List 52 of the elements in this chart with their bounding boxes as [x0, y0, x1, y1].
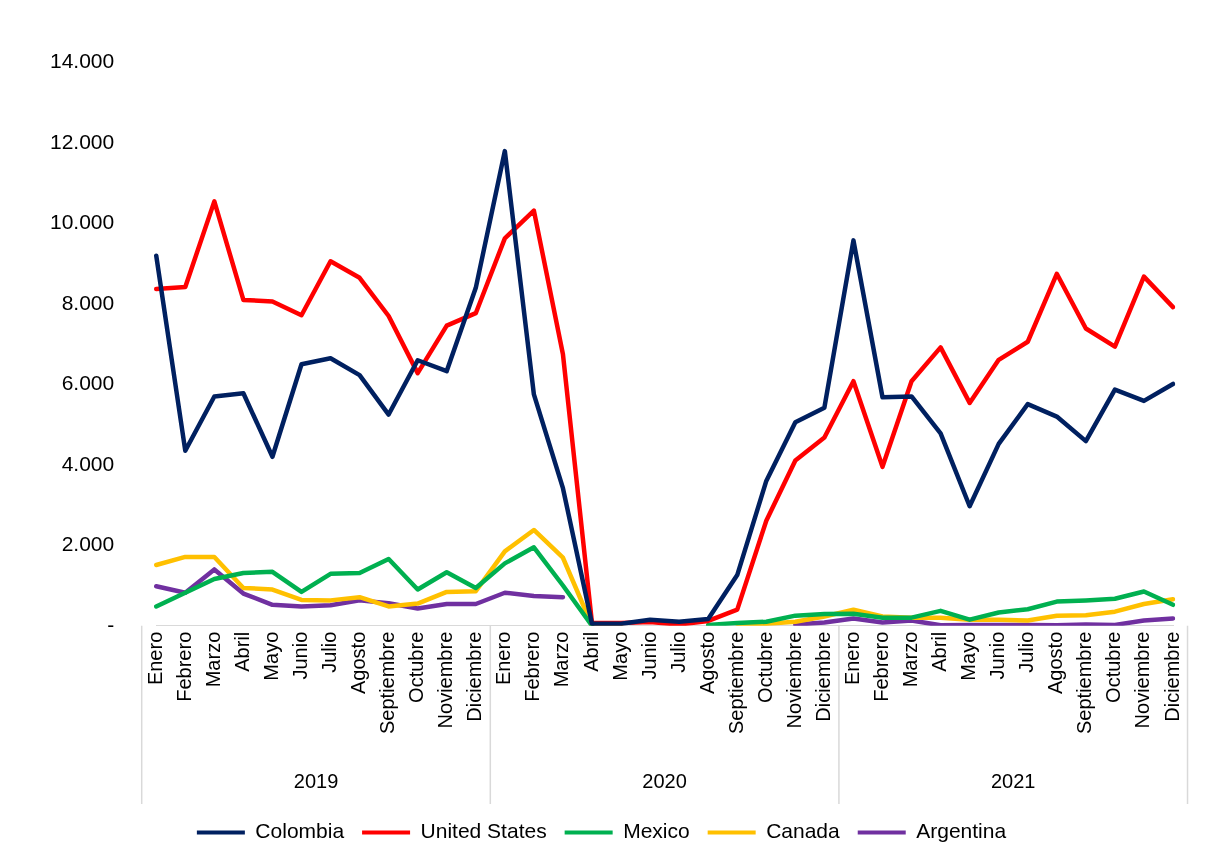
x-tick-label: Abril	[230, 631, 253, 672]
x-tick-label: Mayo	[608, 631, 631, 681]
x-tick-label: Octubre	[753, 631, 776, 703]
y-tick-label: 10.000	[50, 210, 115, 234]
x-tick-label: Mayo	[957, 631, 980, 681]
x-tick-label: Octubre	[405, 631, 428, 703]
y-tick-label: 2.000	[61, 532, 115, 556]
legend-label: United States	[420, 819, 547, 843]
x-tick-label: Junio	[289, 631, 311, 680]
text: 2020	[642, 769, 687, 792]
x-tick-label: Febrero	[870, 631, 893, 702]
x-tick-label: Marzo	[899, 631, 922, 688]
y-tick-label: 12.000	[50, 129, 115, 153]
y-tick-label: 8.000	[61, 290, 115, 314]
y-tick-label: 4.000	[61, 451, 115, 475]
x-tick-label: Septiembre	[1073, 631, 1096, 735]
x-tick-label: Diciembre	[1160, 631, 1183, 722]
x-tick-label: Marzo	[550, 631, 573, 688]
legend-label: Argentina	[916, 819, 1007, 843]
x-tick-label: Diciembre	[463, 631, 486, 722]
x-tick-label: Enero	[492, 631, 515, 686]
legend-label: Colombia	[255, 819, 345, 843]
y-tick-label: -	[107, 612, 115, 636]
x-tick-label: Enero	[840, 631, 863, 686]
x-tick-label: Abril	[928, 631, 951, 672]
x-tick-label: Mayo	[259, 631, 282, 681]
x-tick-label: Julio	[318, 631, 341, 673]
x-tick-label: Agosto	[347, 631, 370, 694]
text: 2021	[990, 769, 1036, 792]
x-tick-label: Agosto	[695, 631, 718, 694]
x-tick-label: Diciembre	[811, 631, 834, 722]
x-tick-label: Noviembre	[782, 631, 805, 729]
y-tick-label: 14.000	[50, 49, 115, 73]
x-tick-label: Enero	[143, 631, 166, 686]
x-tick-label: Junio	[986, 631, 1009, 680]
x-tick-label: Noviembre	[1131, 631, 1154, 729]
x-tick-label: Febrero	[521, 631, 544, 702]
x-tick-label: Junio	[637, 631, 660, 680]
x-tick-label: Marzo	[201, 631, 224, 688]
x-tick-label: Octubre	[1102, 631, 1125, 703]
x-tick-label: Julio	[666, 631, 689, 673]
legend-label: Canada	[766, 819, 841, 843]
text: 2019	[293, 769, 339, 792]
x-tick-label: Julio	[1015, 631, 1038, 673]
x-tick-label: Abril	[579, 631, 602, 672]
x-tick-label: Febrero	[172, 631, 195, 702]
x-tick-label: Septiembre	[376, 631, 399, 735]
x-tick-label: Septiembre	[724, 631, 747, 735]
y-tick-label: 6.000	[61, 371, 115, 395]
legend-label: Mexico	[623, 819, 690, 843]
x-tick-label: Agosto	[1044, 631, 1067, 694]
x-tick-label: Noviembre	[434, 631, 457, 729]
